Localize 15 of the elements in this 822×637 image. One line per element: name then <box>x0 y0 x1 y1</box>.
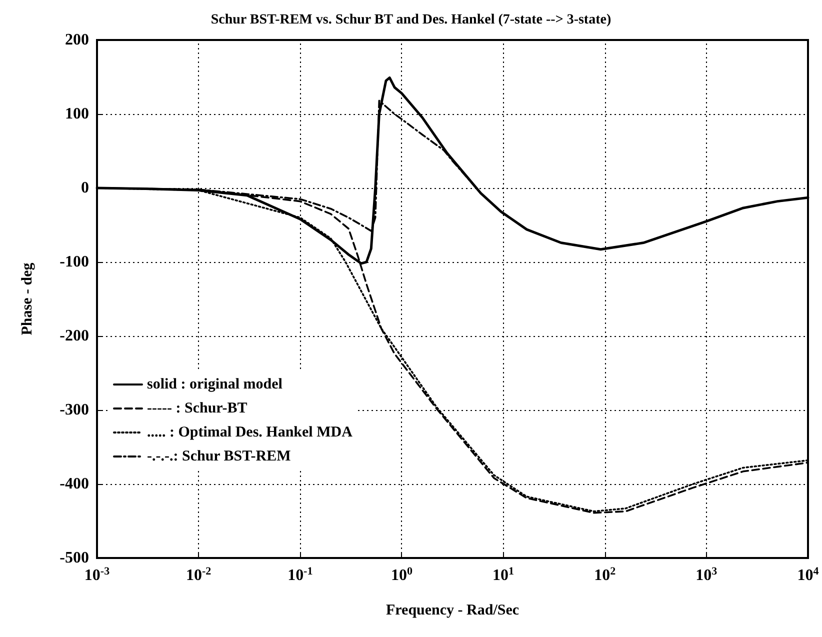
y-tick-label: -500 <box>60 550 89 566</box>
chart-title: Schur BST-REM vs. Schur BT and Des. Hankel (7-state --> 3-state) <box>210 12 612 28</box>
legend-label: -.-.-.: Schur BST-REM <box>147 448 291 464</box>
legend-label: solid : original model <box>147 376 282 392</box>
y-tick-label: 200 <box>65 32 89 48</box>
legend-label: ----- : Schur-BT <box>147 400 248 416</box>
y-tick-label: 100 <box>65 106 89 122</box>
y-axis-title: Phase - deg <box>20 262 36 336</box>
legend-label: ..... : Optimal Des. Hankel MDA <box>147 424 353 440</box>
y-tick-label: -200 <box>60 328 89 344</box>
y-tick-label: -100 <box>60 254 89 270</box>
x-axis-title: Frequency - Rad/Sec <box>386 602 520 618</box>
y-tick-label: 0 <box>81 180 89 196</box>
y-tick-label: -300 <box>60 402 89 418</box>
y-tick-label: -400 <box>60 476 89 492</box>
